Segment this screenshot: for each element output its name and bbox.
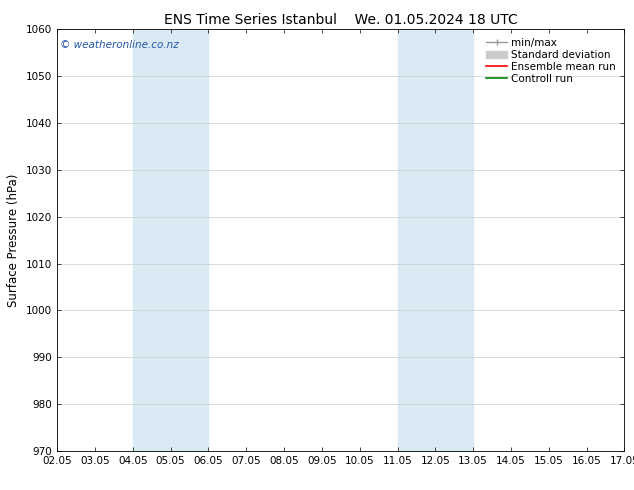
Title: ENS Time Series Istanbul    We. 01.05.2024 18 UTC: ENS Time Series Istanbul We. 01.05.2024 … — [164, 13, 517, 27]
Y-axis label: Surface Pressure (hPa): Surface Pressure (hPa) — [8, 173, 20, 307]
Legend: min/max, Standard deviation, Ensemble mean run, Controll run: min/max, Standard deviation, Ensemble me… — [483, 35, 619, 87]
Bar — [398, 29, 473, 451]
Text: © weatheronline.co.nz: © weatheronline.co.nz — [60, 40, 179, 50]
Bar — [133, 29, 209, 451]
